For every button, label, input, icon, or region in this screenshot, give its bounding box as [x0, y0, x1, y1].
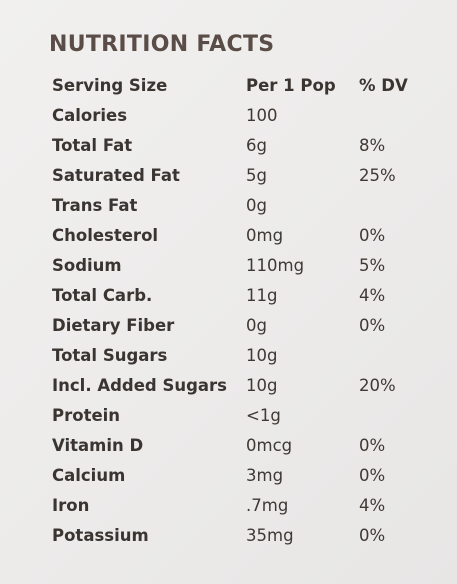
nutrient-label: Saturated Fat [52, 166, 180, 185]
nutrient-row-iron: Iron .7mg 4% [52, 491, 442, 521]
nutrient-label: Total Fat [52, 136, 133, 155]
nutrient-amount: 5g [246, 166, 267, 185]
serving-size-header: Serving Size [52, 76, 168, 95]
nutrition-table: Serving Size Per 1 Pop % DV Calories 100… [52, 71, 442, 551]
nutrient-label: Iron [52, 496, 90, 515]
nutrient-row-potassium: Potassium 35mg 0% [52, 521, 442, 551]
nutrient-label: Vitamin D [52, 436, 144, 455]
table-header-row: Serving Size Per 1 Pop % DV [52, 71, 442, 101]
nutrition-facts-title: NUTRITION FACTS [49, 32, 275, 57]
nutrient-row-total-fat: Total Fat 6g 8% [52, 131, 442, 161]
nutrient-daily-value: 0% [359, 436, 386, 455]
nutrient-row-calories: Calories 100 [52, 101, 442, 131]
nutrient-daily-value: 20% [359, 376, 396, 395]
nutrient-row-vitamin-d: Vitamin D 0mcg 0% [52, 431, 442, 461]
nutrient-row-total-carb: Total Carb. 11g 4% [52, 281, 442, 311]
nutrient-row-added-sugars: Incl. Added Sugars 10g 20% [52, 371, 442, 401]
nutrient-label: Sodium [52, 256, 122, 275]
nutrient-amount: 110mg [246, 256, 305, 275]
nutrient-amount: 0g [246, 196, 267, 215]
nutrient-amount: 0g [246, 316, 267, 335]
nutrient-row-trans-fat: Trans Fat 0g [52, 191, 442, 221]
nutrient-daily-value: 4% [359, 496, 386, 515]
nutrient-daily-value: 0% [359, 226, 386, 245]
nutrient-label: Potassium [52, 526, 149, 545]
nutrient-label: Trans Fat [52, 196, 138, 215]
daily-value-header: % DV [359, 76, 408, 95]
nutrient-daily-value: 0% [359, 316, 386, 335]
nutrient-label: Calories [52, 106, 128, 125]
nutrient-row-dietary-fiber: Dietary Fiber 0g 0% [52, 311, 442, 341]
amount-header: Per 1 Pop [246, 76, 336, 95]
nutrient-amount: 6g [246, 136, 267, 155]
nutrient-daily-value: 5% [359, 256, 386, 275]
nutrient-amount: 100 [246, 106, 278, 125]
nutrient-daily-value: 25% [359, 166, 396, 185]
nutrient-label: Incl. Added Sugars [52, 376, 228, 395]
nutrient-amount: 35mg [246, 526, 294, 545]
nutrient-amount: 11g [246, 286, 278, 305]
nutrient-daily-value: 0% [359, 526, 386, 545]
nutrient-amount: 10g [246, 346, 278, 365]
nutrient-daily-value: 4% [359, 286, 386, 305]
nutrient-row-protein: Protein <1g [52, 401, 442, 431]
nutrient-row-saturated-fat: Saturated Fat 5g 25% [52, 161, 442, 191]
nutrient-amount: 3mg [246, 466, 284, 485]
nutrient-amount: <1g [246, 406, 281, 425]
nutrient-label: Protein [52, 406, 121, 425]
nutrient-daily-value: 8% [359, 136, 386, 155]
nutrient-amount: 10g [246, 376, 278, 395]
nutrient-amount: .7mg [246, 496, 289, 515]
nutrient-row-total-sugars: Total Sugars 10g [52, 341, 442, 371]
nutrient-daily-value: 0% [359, 466, 386, 485]
nutrient-label: Dietary Fiber [52, 316, 175, 335]
nutrient-amount: 0mcg [246, 436, 293, 455]
nutrient-label: Cholesterol [52, 226, 159, 245]
nutrient-row-sodium: Sodium 110mg 5% [52, 251, 442, 281]
nutrient-label: Calcium [52, 466, 126, 485]
nutrient-amount: 0mg [246, 226, 284, 245]
nutrient-label: Total Sugars [52, 346, 168, 365]
nutrient-label: Total Carb. [52, 286, 153, 305]
nutrient-row-calcium: Calcium 3mg 0% [52, 461, 442, 491]
nutrient-row-cholesterol: Cholesterol 0mg 0% [52, 221, 442, 251]
